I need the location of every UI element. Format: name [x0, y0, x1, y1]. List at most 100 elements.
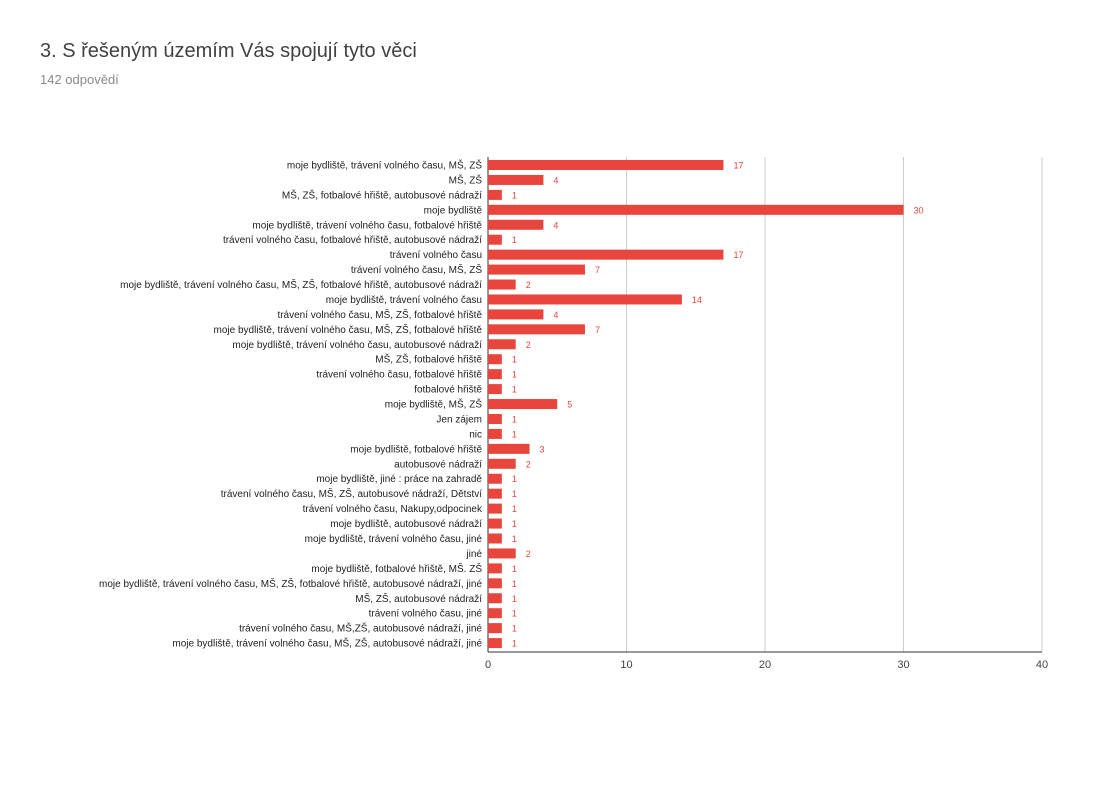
- data-label: 1: [512, 579, 517, 589]
- data-label: 1: [512, 594, 517, 604]
- category-label: MŠ, ZŠ: [449, 173, 483, 186]
- bar: [488, 234, 502, 245]
- category-label: moje bydliště, trávení volného času, fot…: [252, 220, 482, 231]
- x-tick-label: 20: [759, 659, 771, 671]
- chart-title: 3. S řešeným územím Vás spojují tyto věc…: [40, 40, 417, 62]
- bar: [488, 578, 502, 589]
- data-label: 5: [567, 400, 572, 410]
- x-tick-label: 30: [897, 659, 909, 671]
- data-label: 1: [512, 624, 517, 634]
- category-label: moje bydliště, trávení volného času, jin…: [305, 534, 483, 545]
- data-label: 1: [512, 609, 517, 619]
- bar: [488, 503, 502, 514]
- category-label: MŠ, ZŠ, fotbalové hřiště, autobusové nád…: [282, 188, 482, 201]
- category-label: moje bydliště, MŠ, ZŠ: [385, 398, 483, 411]
- category-label: autobusové nádraží: [394, 459, 482, 470]
- bar: [488, 264, 585, 275]
- data-label: 2: [526, 340, 531, 350]
- bar: [488, 174, 544, 185]
- data-label: 1: [512, 235, 517, 245]
- data-label: 1: [512, 534, 517, 544]
- category-label: moje bydliště, trávení volného času, MŠ,…: [120, 278, 482, 291]
- category-label: moje bydliště, trávení volného času: [326, 295, 482, 306]
- data-label: 1: [512, 489, 517, 499]
- category-label: fotbalové hřiště: [414, 385, 482, 396]
- data-label: 1: [512, 429, 517, 439]
- x-tick-label: 10: [620, 659, 632, 671]
- bar: [488, 458, 516, 469]
- bar: [488, 219, 544, 230]
- bar: [488, 354, 502, 365]
- category-label: moje bydliště, jiné : práce na zahradě: [316, 474, 482, 485]
- category-label: moje bydliště, trávení volného času, MŠ,…: [287, 159, 482, 172]
- data-label: 1: [512, 190, 517, 200]
- bar: [488, 593, 502, 604]
- data-label: 4: [553, 220, 558, 230]
- category-label: trávení volného času, MŠ,ZŠ, autobusové …: [239, 622, 482, 635]
- data-label: 7: [595, 325, 600, 335]
- data-label: 2: [526, 459, 531, 469]
- data-label: 17: [733, 250, 743, 260]
- data-label: 30: [914, 205, 924, 215]
- bar: [488, 204, 904, 215]
- category-label: MŠ, ZŠ, autobusové nádraží: [355, 592, 482, 605]
- category-label: trávení volného času, jiné: [369, 609, 483, 620]
- bar: [488, 488, 502, 499]
- data-label: 1: [512, 564, 517, 574]
- category-label: moje bydliště: [424, 205, 483, 216]
- category-label: moje bydliště, trávení volného času, MŠ,…: [172, 637, 482, 650]
- data-label: 1: [512, 385, 517, 395]
- category-label: trávení volného času, MŠ, ZŠ: [351, 263, 483, 276]
- bar: [488, 428, 502, 439]
- category-label: trávení volného času, MŠ, ZŠ, fotbalové …: [277, 308, 482, 321]
- data-label: 4: [553, 310, 558, 320]
- bar: [488, 533, 502, 544]
- bar: [488, 160, 724, 170]
- bar: [488, 548, 516, 559]
- bar: [488, 443, 530, 454]
- bar: [488, 384, 502, 395]
- data-label: 14: [692, 295, 702, 305]
- category-label: trávení volného času, MŠ, ZŠ, autobusové…: [221, 487, 482, 500]
- data-label: 1: [512, 519, 517, 529]
- bar: [488, 623, 502, 634]
- data-label: 1: [512, 370, 517, 380]
- category-label: moje bydliště, fotbalové hřiště, MŠ. ZŠ: [311, 562, 482, 575]
- data-label: 2: [526, 549, 531, 559]
- category-label: Jen zájem: [436, 414, 482, 425]
- data-label: 3: [540, 444, 545, 454]
- category-label: moje bydliště, trávení volného času, MŠ,…: [214, 323, 483, 336]
- data-label: 4: [553, 175, 558, 185]
- category-label: nic: [469, 429, 482, 440]
- category-label: moje bydliště, trávení volného času, MŠ,…: [99, 577, 482, 590]
- category-label: jiné: [465, 549, 482, 560]
- category-label: MŠ, ZŠ, fotbalové hřiště: [375, 353, 482, 366]
- data-label: 1: [512, 474, 517, 484]
- bar: [488, 309, 544, 320]
- bar: [488, 369, 502, 380]
- bar: [488, 608, 502, 619]
- category-label: trávení volného času: [390, 250, 482, 261]
- bar: [488, 279, 516, 290]
- data-label: 2: [526, 280, 531, 290]
- data-label: 17: [733, 161, 743, 171]
- bar: [488, 294, 682, 305]
- category-label: trávení volného času, Nakupy,odpocinek: [303, 504, 483, 515]
- data-label: 1: [512, 355, 517, 365]
- x-tick-label: 0: [485, 659, 491, 671]
- data-label: 1: [512, 504, 517, 514]
- category-label: moje bydliště, fotbalové hřiště: [350, 444, 482, 455]
- bar: [488, 563, 502, 574]
- data-label: 1: [512, 414, 517, 424]
- response-count: 142 odpovědí: [40, 72, 119, 87]
- bar: [488, 413, 502, 424]
- bar: [488, 249, 724, 260]
- bar: [488, 324, 585, 335]
- bar: [488, 339, 516, 350]
- category-label: trávení volného času, fotbalové hřiště, …: [223, 235, 482, 246]
- category-label: trávení volného času, fotbalové hřiště: [316, 370, 482, 381]
- category-label: moje bydliště, trávení volného času, aut…: [232, 340, 482, 351]
- bar: [488, 518, 502, 529]
- x-tick-label: 40: [1036, 659, 1048, 671]
